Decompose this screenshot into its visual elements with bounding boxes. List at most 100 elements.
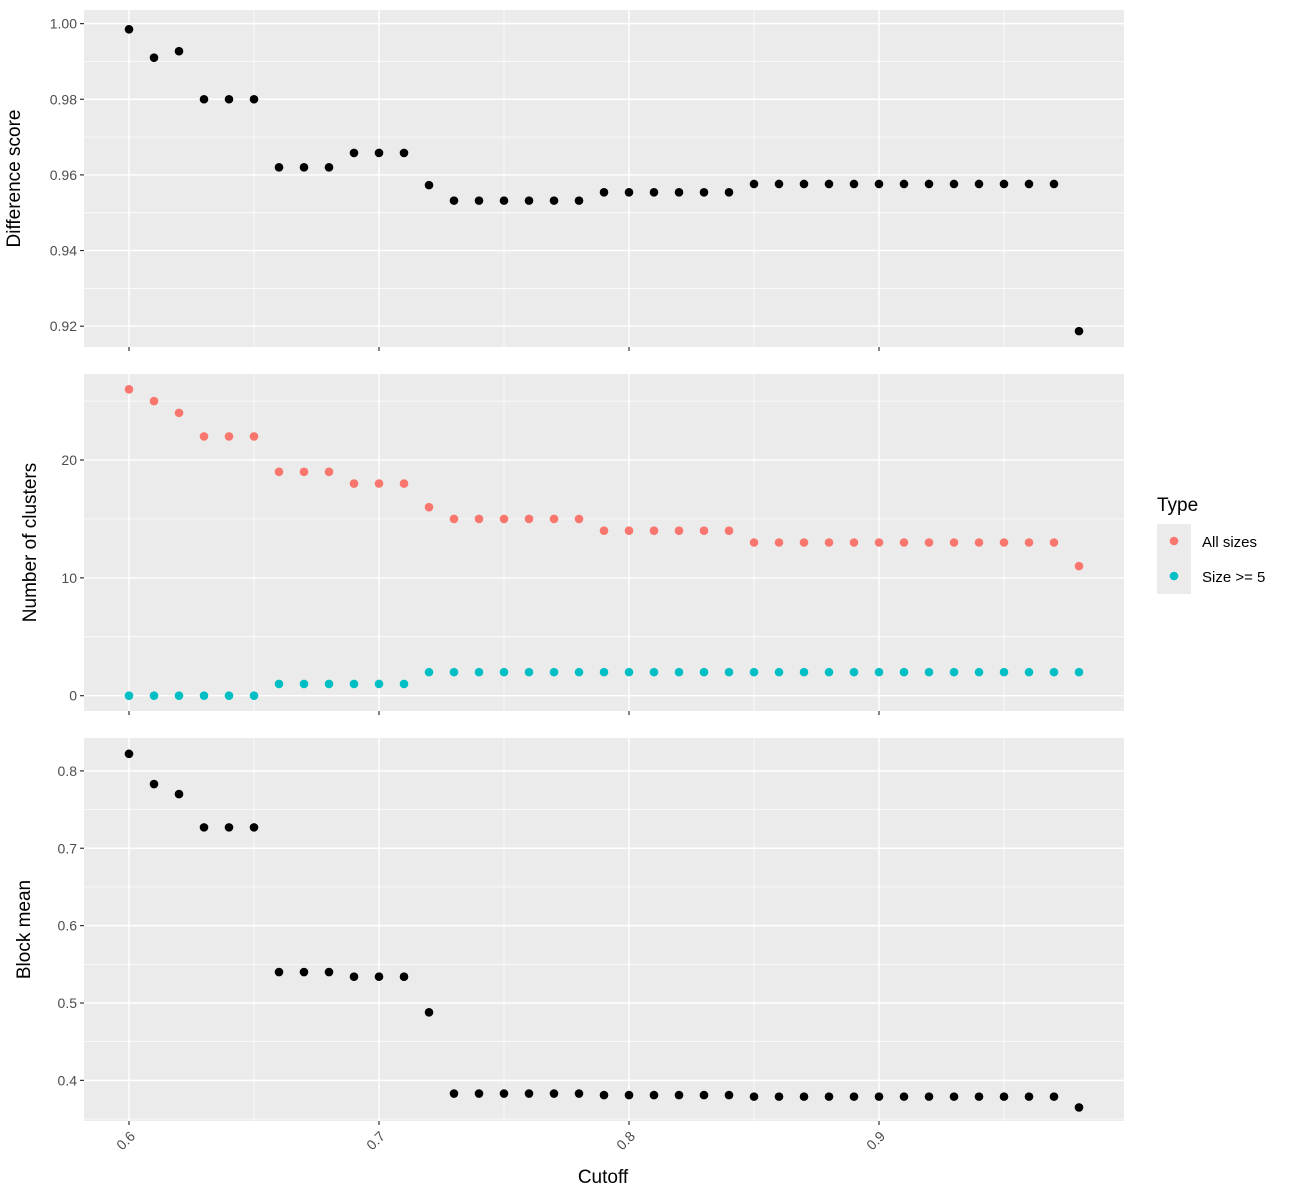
data-point bbox=[699, 1090, 709, 1100]
data-point bbox=[324, 679, 334, 689]
data-point bbox=[199, 432, 209, 441]
data-point bbox=[299, 163, 309, 172]
data-point bbox=[974, 667, 984, 677]
y-tick-label: 0.6 bbox=[58, 918, 78, 934]
data-point bbox=[399, 972, 409, 981]
data-point bbox=[399, 479, 409, 488]
data-point bbox=[424, 180, 434, 190]
data-point bbox=[574, 514, 584, 524]
data-point bbox=[174, 408, 184, 418]
y-tick-label: 10 bbox=[61, 570, 77, 586]
data-point bbox=[724, 526, 734, 536]
data-point bbox=[824, 179, 834, 189]
data-point bbox=[1074, 1103, 1084, 1112]
data-point bbox=[774, 179, 784, 189]
data-point bbox=[724, 1090, 734, 1100]
data-point bbox=[199, 691, 209, 700]
data-point bbox=[474, 667, 484, 677]
data-point bbox=[1049, 538, 1059, 547]
data-point bbox=[649, 188, 659, 197]
y-axis-title: Difference score bbox=[4, 110, 25, 248]
data-point bbox=[549, 514, 559, 524]
data-point bbox=[699, 188, 709, 197]
data-point bbox=[274, 679, 284, 689]
data-point bbox=[849, 1092, 859, 1101]
data-point bbox=[674, 188, 684, 197]
panel-2: 0 10 20 Number of clusters bbox=[20, 374, 1124, 715]
data-point bbox=[399, 148, 409, 158]
data-point bbox=[274, 163, 284, 172]
y-tick-label: 0.94 bbox=[50, 243, 77, 259]
data-point bbox=[949, 179, 959, 189]
data-point bbox=[124, 749, 134, 759]
data-point bbox=[924, 1092, 934, 1101]
data-point bbox=[574, 1089, 584, 1098]
data-point bbox=[499, 196, 509, 205]
legend-key-dot bbox=[1169, 571, 1179, 581]
data-point bbox=[924, 667, 934, 677]
data-point bbox=[599, 188, 609, 197]
data-point bbox=[424, 502, 434, 512]
data-point bbox=[274, 967, 284, 977]
data-point bbox=[649, 667, 659, 677]
data-point bbox=[499, 667, 509, 677]
data-point bbox=[449, 1089, 459, 1098]
y-tick-label: 0 bbox=[69, 688, 77, 704]
data-point bbox=[749, 1092, 759, 1101]
legend-items: All sizes Size >= 5 bbox=[1169, 534, 1265, 586]
panel-1: 0.92 0.94 0.96 0.98 1.00 Difference score bbox=[4, 10, 1124, 351]
data-point bbox=[774, 1092, 784, 1101]
data-point bbox=[524, 196, 534, 205]
legend-title: Type bbox=[1157, 495, 1198, 516]
data-point bbox=[974, 538, 984, 547]
data-point bbox=[374, 679, 384, 689]
data-point bbox=[249, 691, 259, 700]
data-point bbox=[499, 514, 509, 524]
data-point bbox=[874, 1092, 884, 1101]
data-point bbox=[424, 1007, 434, 1017]
y-axis-title: Number of clusters bbox=[20, 463, 41, 622]
data-point bbox=[1024, 1092, 1034, 1101]
panels-layer: 0.92 0.94 0.96 0.98 1.00 Difference score 0 10 2… bbox=[4, 10, 1124, 1153]
data-point bbox=[1024, 667, 1034, 677]
data-point bbox=[349, 679, 359, 689]
data-point bbox=[124, 24, 134, 34]
data-point bbox=[1049, 179, 1059, 189]
data-point bbox=[924, 538, 934, 547]
data-point bbox=[324, 163, 334, 172]
data-point bbox=[1049, 1092, 1059, 1101]
data-point bbox=[799, 667, 809, 677]
data-point bbox=[224, 691, 234, 700]
data-point bbox=[874, 538, 884, 547]
data-point bbox=[199, 94, 209, 104]
y-tick-label: 0.98 bbox=[50, 91, 77, 107]
data-point bbox=[1074, 667, 1084, 677]
y-tick-label: 0.8 bbox=[58, 763, 78, 779]
data-point bbox=[724, 188, 734, 197]
data-point bbox=[649, 526, 659, 536]
data-point bbox=[874, 179, 884, 189]
data-point bbox=[599, 667, 609, 677]
data-point bbox=[649, 1090, 659, 1100]
data-point bbox=[549, 667, 559, 677]
data-point bbox=[874, 667, 884, 677]
data-point bbox=[149, 53, 159, 62]
panel-background bbox=[84, 10, 1124, 347]
data-point bbox=[849, 538, 859, 547]
data-point bbox=[599, 526, 609, 536]
data-point bbox=[274, 467, 284, 477]
y-tick-label: 0.4 bbox=[58, 1072, 78, 1088]
data-point bbox=[674, 1090, 684, 1100]
data-point bbox=[1024, 179, 1034, 189]
data-point bbox=[924, 179, 934, 189]
data-point bbox=[849, 667, 859, 677]
data-point bbox=[299, 967, 309, 977]
data-point bbox=[474, 514, 484, 524]
data-point bbox=[799, 1092, 809, 1101]
data-point bbox=[374, 972, 384, 981]
data-point bbox=[249, 432, 259, 441]
data-point bbox=[624, 667, 634, 677]
data-point bbox=[949, 667, 959, 677]
data-point bbox=[174, 789, 184, 799]
legend-key-dot bbox=[1169, 536, 1179, 546]
